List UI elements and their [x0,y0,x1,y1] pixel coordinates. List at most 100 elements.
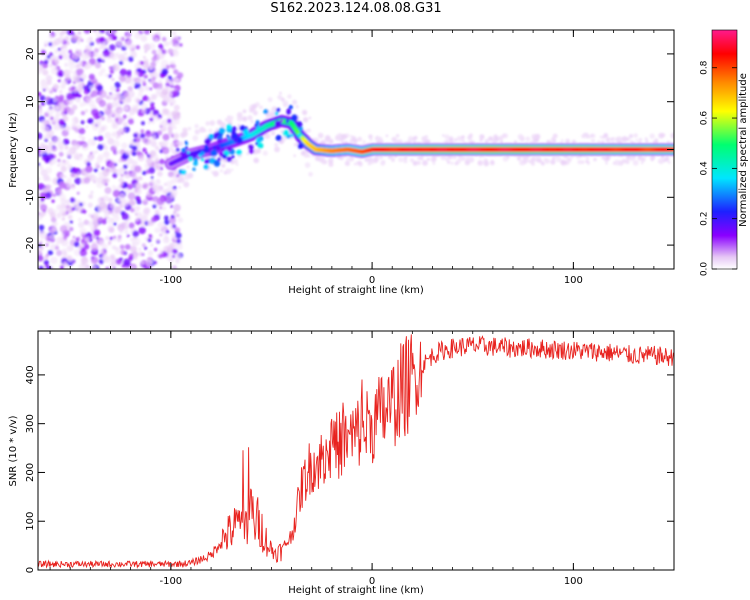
heatmap-noise-cell [52,98,58,103]
heatmap-halo-cell [259,105,263,110]
heatmap-halo-cell [525,136,531,142]
heatmap-halo-cell [567,158,572,163]
heatmap-halo-cell [308,116,312,120]
ridge-blob-cell [204,144,209,150]
heatmap-noise-cell [78,48,83,54]
heatmap-noise-cell [77,31,82,35]
heatmap-halo-cell [219,169,223,173]
heatmap-noise-cell [108,227,115,233]
heatmap-halo-cell [576,155,580,159]
heatmap-noise-cell [149,87,153,91]
heatmap-noise-cell [63,175,67,179]
heatmap-halo-cell [170,147,175,152]
heatmap-halo-cell [265,113,270,118]
heatmap-halo-cell [632,159,639,166]
heatmap-noise-cell [170,205,174,208]
heatmap-noise-cell [106,117,113,123]
snr-y-label: SNR (10 * v/v) [8,415,19,486]
heatmap-halo-cell [250,120,254,123]
heatmap-noise-cell [118,197,126,205]
heatmap-halo-cell [506,155,510,159]
heatmap-noise-cell [61,233,65,237]
heatmap-noise-cell [149,117,154,122]
heatmap-halo-cell [477,160,484,166]
heatmap-noise-cell [111,132,116,137]
heatmap-noise-cell [82,210,87,214]
heatmap-noise-cell [112,123,117,128]
heatmap-halo-cell [279,91,282,95]
heatmap-noise-cell [99,201,107,210]
heatmap-noise-cell [66,92,74,101]
colorbar-tick-label: 0.0 [700,262,710,277]
heatmap-noise-cell [172,254,176,259]
heatmap-noise-cell [102,41,107,46]
heatmap-noise-cell [145,151,148,155]
heatmap-halo-cell [552,133,558,139]
heatmap-noise-cell [62,113,68,119]
heatmap-noise-cell [173,118,180,125]
heatmap-noise-cell [102,169,110,177]
heatmap-noise-cell [121,264,125,268]
heatmap-noise-cell [79,228,87,236]
heatmap-halo-cell [490,160,495,165]
heatmap-halo-cell [280,97,285,102]
heatmap-halo-cell [368,134,373,139]
heatmap-noise-cell [156,180,161,185]
heatmap-noise-cell [81,143,90,151]
heatmap-noise-cell [153,185,160,193]
heatmap-noise-cell [128,256,132,260]
heatmap-noise-cell [124,225,129,230]
heatmap-noise-cell [110,158,114,163]
heatmap-noise-cell [38,107,43,115]
heatmap-halo-cell [564,161,568,165]
heatmap-noise-cell [118,99,122,103]
heatmap-noise-cell [159,82,163,86]
heatmap-noise-cell [134,212,138,216]
heatmap-noise-cell [85,165,93,173]
ridge-blob-cell [180,150,188,158]
heatmap-halo-cell [580,160,585,165]
heatmap-noise-cell [67,165,72,171]
heatmap-noise-cell [43,255,49,260]
heatmap-noise-cell [56,236,64,244]
heatmap-noise-cell [144,163,149,168]
heatmap-noise-cell [82,100,88,106]
heatmap-noise-cell [59,173,65,179]
heatmap-noise-cell [175,147,180,152]
heatmap-halo-cell [591,134,596,138]
heatmap-halo-cell [179,174,184,179]
heatmap-noise-cell [108,210,112,215]
heatmap-halo-cell [586,156,589,160]
heatmap-noise-cell [71,53,79,60]
heatmap-noise-cell [38,211,41,216]
ridge-blob-cell [297,143,304,150]
heatmap-noise-cell [145,130,152,138]
heatmap-noise-cell [119,244,125,250]
heatmap-noise-cell [149,101,155,107]
heatmap-noise-cell [175,232,182,239]
heatmap-noise-cell [122,128,126,132]
heatmap-noise-cell [140,30,145,33]
heatmap-noise-cell [96,181,104,189]
heatmap-noise-cell [115,258,122,265]
heatmap-noise-cell [84,109,89,113]
heatmap-halo-cell [650,155,656,161]
heatmap-noise-cell [168,75,172,80]
ridge-blob-cell [213,159,221,167]
heatmap-noise-cell [123,164,128,170]
heatmap-halo-cell [178,186,182,189]
heatmap-noise-cell [124,244,131,250]
heatmap-noise-cell [158,229,162,233]
heatmap-halo-cell [521,154,526,159]
heatmap-halo-cell [614,159,620,166]
heatmap-noise-cell [105,235,110,241]
snr-y-tick-label: 0 [25,567,36,573]
heatmap-noise-cell [77,236,81,240]
heatmap-noise-cell [50,158,57,165]
heatmap-noise-cell [73,75,81,83]
heatmap-noise-cell [144,86,150,91]
heatmap-noise-cell [137,154,145,162]
heatmap-halo-cell [635,138,639,142]
colorbar-tick-label: 0.8 [700,60,710,75]
